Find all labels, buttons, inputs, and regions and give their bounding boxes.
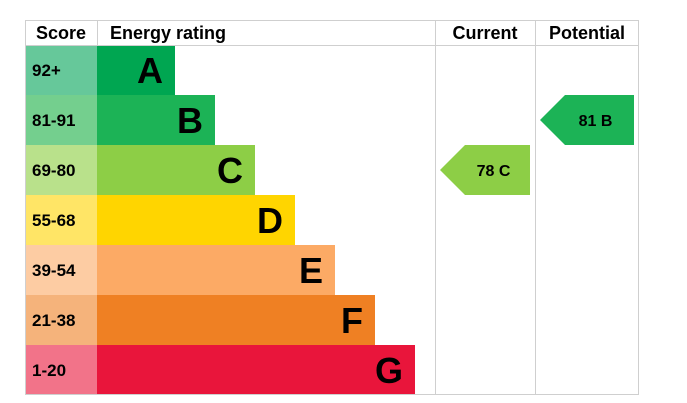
potential-rating-marker-label: 81 B	[579, 113, 613, 130]
rating-letter-a: A	[137, 50, 163, 91]
rating-bar-b	[97, 95, 215, 145]
band-a: 92+ A	[25, 45, 175, 95]
score-cell-c	[25, 145, 97, 195]
rating-letter-f: F	[341, 300, 363, 341]
score-cell-d	[25, 195, 97, 245]
rating-bar-g	[97, 345, 415, 395]
score-cell-e	[25, 245, 97, 295]
rating-bands: 92+ A 81-91 B 69-80 C 55-68 D 39-54 E 21-38 F 1-20 G	[25, 45, 415, 395]
score-cell-f	[25, 295, 97, 345]
band-d: 55-68 D	[25, 195, 295, 245]
score-label-b: 81-91	[32, 111, 75, 130]
band-e: 39-54 E	[25, 245, 335, 295]
rating-bar-e	[97, 245, 335, 295]
band-f: 21-38 F	[25, 295, 375, 345]
current-rating-marker: 78 C	[440, 145, 530, 195]
score-label-c: 69-80	[32, 161, 75, 180]
rating-letter-b: B	[177, 100, 203, 141]
table-grid	[25, 20, 639, 395]
rating-letter-g: G	[375, 350, 403, 391]
score-cell-b	[25, 95, 97, 145]
potential-rating-marker: 81 B	[540, 95, 634, 145]
current-rating-marker-label: 78 C	[477, 163, 511, 180]
header-potential: Potential	[549, 23, 625, 43]
rating-letter-e: E	[299, 250, 323, 291]
rating-letter-c: C	[217, 150, 243, 191]
rating-letter-d: D	[257, 200, 283, 241]
band-b: 81-91 B	[25, 95, 215, 145]
score-label-a: 92+	[32, 61, 61, 80]
band-g: 1-20 G	[25, 345, 415, 395]
score-label-e: 39-54	[32, 261, 76, 280]
rating-bar-d	[97, 195, 295, 245]
rating-bar-a	[97, 45, 175, 95]
table-border	[25, 20, 639, 395]
current-rating-marker-arrow	[440, 145, 530, 195]
header-energy-rating: Energy rating	[110, 23, 226, 43]
score-label-g: 1-20	[32, 361, 66, 380]
score-cell-a	[25, 45, 97, 95]
rating-bar-f	[97, 295, 375, 345]
rating-bar-c	[97, 145, 255, 195]
band-c: 69-80 C	[25, 145, 255, 195]
score-label-d: 55-68	[32, 211, 75, 230]
rating-markers: 78 C 81 B	[440, 95, 634, 195]
potential-rating-marker-arrow	[540, 95, 634, 145]
score-label-f: 21-38	[32, 311, 75, 330]
header-current: Current	[452, 23, 517, 43]
score-cell-g	[25, 345, 97, 395]
header-score: Score	[36, 23, 86, 43]
